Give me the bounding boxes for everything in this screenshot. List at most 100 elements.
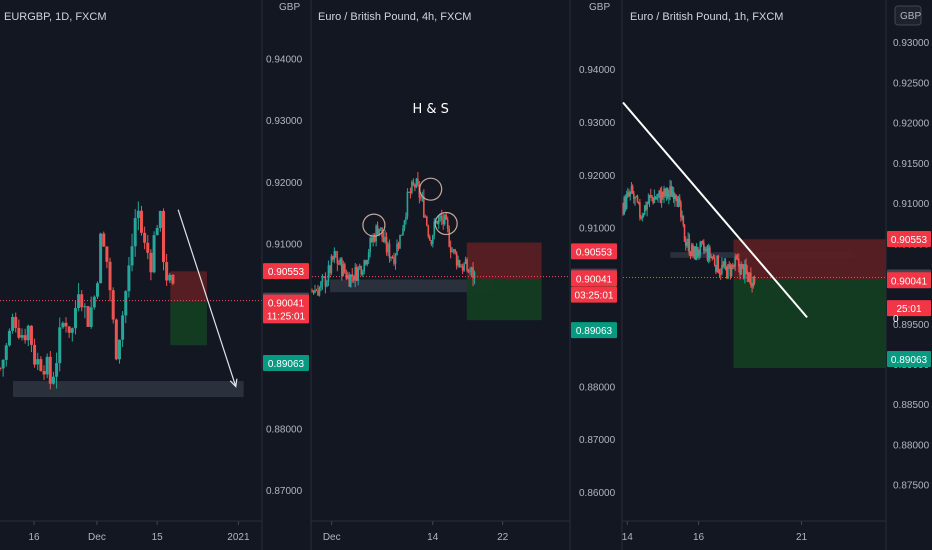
candle-body (473, 272, 476, 279)
candle-body (338, 263, 340, 265)
candle-body (449, 246, 452, 253)
candle-body (1, 359, 5, 369)
price-label: 0.89063 (576, 326, 613, 337)
price-label-box (571, 243, 617, 260)
price-label: 0.90553 (268, 267, 305, 278)
candle-body (740, 264, 743, 275)
candle-body (408, 191, 410, 193)
panel-eurgbp-1d[interactable]: EURGBP, 1D, FXCM 0.870000.880000.890000.… (0, 11, 309, 543)
candle-body (707, 247, 710, 261)
candle-body (366, 260, 368, 265)
candle-body (443, 214, 446, 225)
panel-eurgbp-1h[interactable]: Euro / British Pound, 1h, FXCM GBP GBP 0… (589, 2, 931, 543)
candle-body (108, 261, 112, 291)
candle-body (742, 264, 745, 279)
currency-button[interactable]: GBP (894, 5, 922, 26)
candle-body (336, 257, 339, 264)
candle-body (733, 265, 735, 267)
currency-label: GBP (589, 2, 610, 13)
candle-body (698, 255, 700, 257)
candle-body (375, 225, 377, 242)
candle-body (391, 256, 394, 259)
candle-body (695, 246, 698, 260)
candle-body (315, 290, 318, 292)
candle-body (663, 188, 665, 198)
panel-title: Euro / British Pound, 4h, FXCM (318, 11, 471, 23)
candle-body (634, 197, 636, 199)
price-tick-label: 0.87500 (893, 481, 930, 492)
candle-body (382, 237, 385, 243)
price-tick-label: 0.92000 (893, 119, 930, 130)
candle-body (631, 186, 634, 194)
candle-body (711, 256, 714, 259)
candle-body (751, 285, 753, 287)
candle-body (344, 264, 346, 273)
candle-body (431, 235, 434, 245)
candle-body (683, 224, 686, 242)
candle-body (139, 210, 143, 233)
price-tick-label: 0.88000 (893, 440, 930, 451)
candle-body (348, 274, 351, 287)
candle-body (746, 271, 749, 274)
candle-body (414, 184, 416, 188)
candle-body (321, 277, 324, 283)
price-tick-label: 0.88000 (266, 425, 303, 436)
panel-eurgbp-4h[interactable]: Euro / British Pound, 4h, FXCM GBP 0.860… (279, 2, 617, 543)
candle-body (92, 296, 96, 308)
candle-body (633, 193, 635, 199)
price-tick-label: 0.91000 (893, 199, 930, 210)
candle-body (696, 246, 699, 256)
candle-body (326, 281, 328, 287)
price-label: 0.90553 (891, 235, 928, 246)
time-tick-label: Dec (323, 532, 341, 543)
time-tick-label: 16 (693, 532, 705, 543)
candle-body (659, 190, 662, 203)
candle-body (320, 282, 322, 288)
support-zone (13, 381, 244, 398)
price-tick-label: 0.92000 (266, 178, 303, 189)
candle-body (341, 258, 343, 276)
candle-body (665, 188, 668, 197)
candle-body (354, 267, 357, 281)
candle-body (33, 344, 37, 365)
candle-body (678, 197, 681, 203)
candle-body (399, 234, 401, 249)
candle-body (701, 241, 704, 243)
panel-marks: 0.875000.880000.885000.890000.895000.900… (622, 38, 931, 543)
candle-body (668, 193, 670, 198)
candle-body (646, 203, 648, 210)
candle-body (95, 283, 99, 297)
candle-body (369, 237, 371, 253)
candle-body (723, 261, 726, 267)
candle-body (376, 225, 379, 235)
candle-body (17, 327, 21, 338)
candle-body (738, 258, 740, 267)
candle-body (676, 199, 679, 207)
candle-body (149, 252, 153, 273)
candle-body (467, 270, 470, 272)
candle-body (439, 216, 442, 218)
candle-body (709, 247, 711, 258)
candle-body (727, 264, 729, 279)
candle-body (715, 265, 717, 272)
price-label-box (887, 300, 931, 317)
candle-body (14, 316, 18, 328)
candle-body (349, 274, 352, 287)
panel-title: Euro / British Pound, 1h, FXCM (630, 11, 783, 23)
candle-body (704, 249, 706, 251)
candle-body (436, 221, 439, 224)
candle-body (722, 264, 724, 267)
candle-body (412, 181, 415, 185)
candle-body (674, 194, 676, 200)
candle-body (67, 326, 71, 333)
candle-body (427, 225, 430, 237)
candle-body (136, 210, 140, 219)
candle-body (387, 243, 389, 253)
panel-marks: 0.870000.880000.890000.900000.910000.920… (0, 55, 309, 543)
time-tick-label: Dec (88, 532, 106, 543)
candle-body (640, 217, 642, 219)
price-tick-label: 0.87000 (266, 486, 303, 497)
candle-body (317, 290, 319, 296)
candle-body (658, 190, 660, 195)
